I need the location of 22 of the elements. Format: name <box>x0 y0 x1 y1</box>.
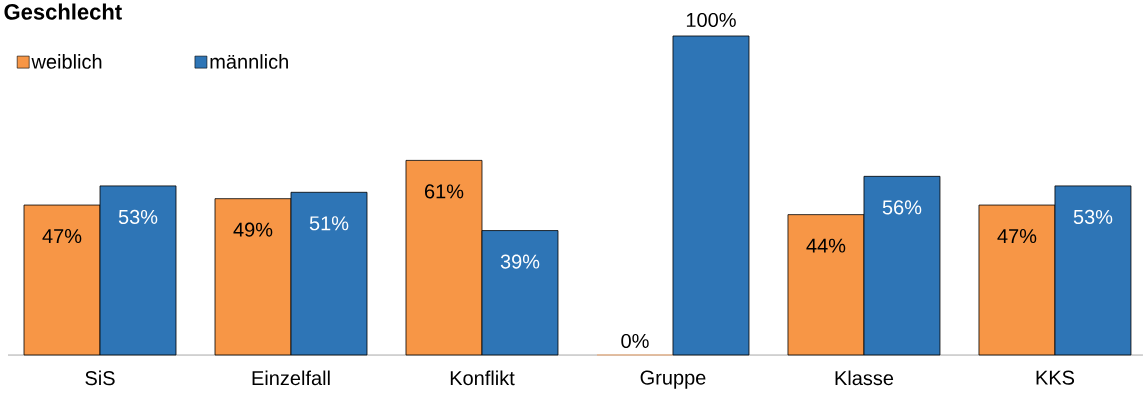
x-tick-label: Konflikt <box>450 370 515 386</box>
data-label: 61% <box>425 184 464 199</box>
data-label: 100% <box>686 12 736 28</box>
data-label: 53% <box>118 209 158 224</box>
x-tick-label: Gruppe <box>640 370 706 389</box>
bar <box>672 35 750 356</box>
data-label: 56% <box>882 200 922 215</box>
x-tick-label: Einzelfall <box>252 370 330 386</box>
data-label: 39% <box>500 254 540 269</box>
data-label: 47% <box>997 229 1037 244</box>
data-label: 53% <box>1073 209 1113 224</box>
legend-label: weiblich <box>31 54 102 69</box>
chart-title: Geschlecht <box>4 3 122 20</box>
data-label: 49% <box>233 222 273 237</box>
data-label: 0% <box>621 333 649 349</box>
data-label: 47% <box>42 229 82 244</box>
data-label: 51% <box>309 216 349 231</box>
x-tick-label: SiS <box>85 370 115 386</box>
x-tick-label: Klasse <box>835 370 894 386</box>
legend-label: männlich <box>210 54 288 69</box>
x-tick-label: KKS <box>1036 370 1075 385</box>
data-label: 44% <box>806 238 846 253</box>
